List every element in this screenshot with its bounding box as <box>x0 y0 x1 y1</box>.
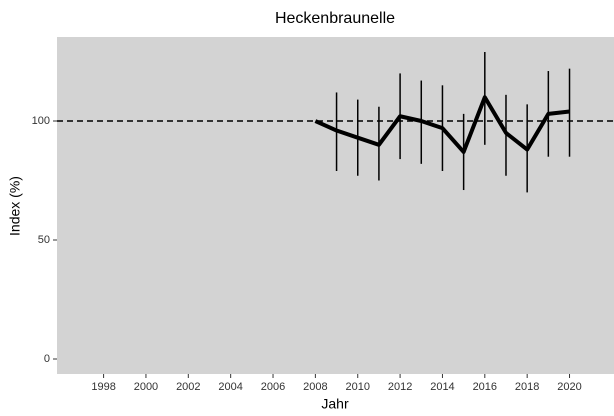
plot-panel <box>57 37 614 374</box>
y-tick-label: 0 <box>44 353 50 365</box>
x-tick-label: 2020 <box>557 381 581 393</box>
y-axis-label: Index (%) <box>7 176 23 236</box>
y-tick-label: 50 <box>38 234 50 246</box>
x-tick-label: 2018 <box>515 381 539 393</box>
x-tick-label: 1998 <box>91 381 115 393</box>
x-tick-label: 2008 <box>303 381 327 393</box>
x-axis-label: Jahr <box>321 396 349 412</box>
x-tick-label: 2002 <box>176 381 200 393</box>
x-tick-label: 2010 <box>345 381 369 393</box>
x-tick-label: 2014 <box>430 381 454 393</box>
chart-title: Heckenbraunelle <box>275 10 395 27</box>
x-tick-label: 2012 <box>388 381 412 393</box>
x-tick-label: 2000 <box>134 381 158 393</box>
y-tick-label: 100 <box>32 115 50 127</box>
data-line <box>314 95 570 154</box>
x-tick-label: 2006 <box>261 381 285 393</box>
x-tick-label: 2004 <box>218 381 242 393</box>
x-tick-label: 2016 <box>473 381 497 393</box>
